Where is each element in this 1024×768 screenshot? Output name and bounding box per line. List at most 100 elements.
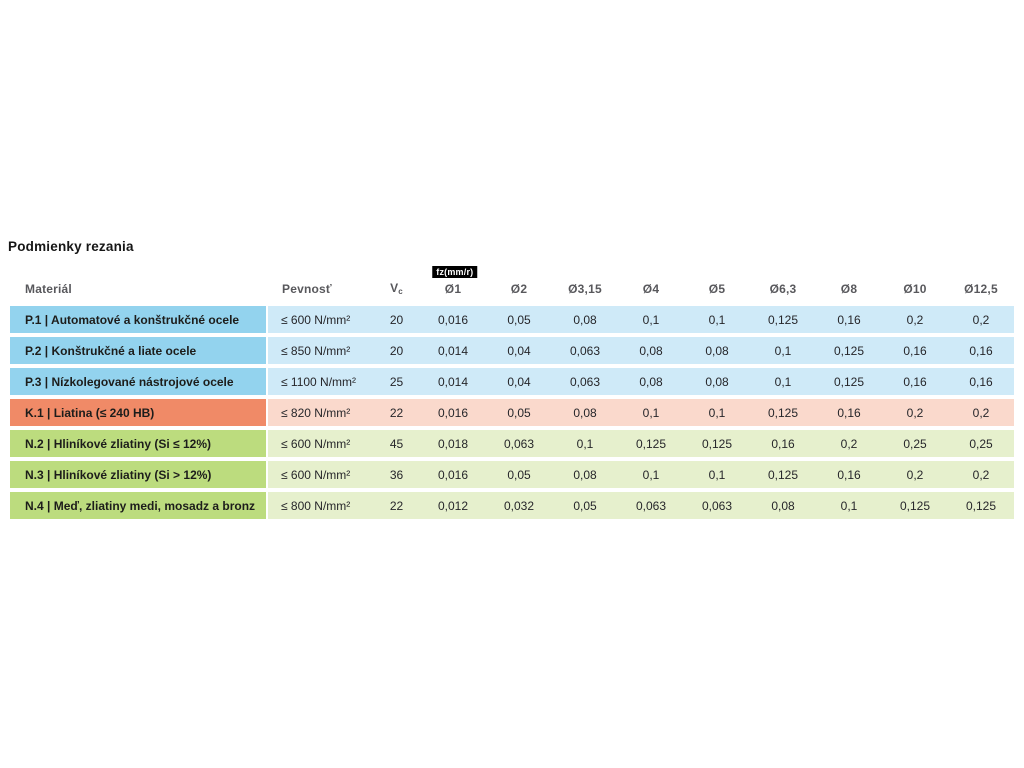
material-cell: P.3 | Nízkolegované nástrojové ocele: [10, 368, 268, 395]
fz-cell: 0,125: [750, 306, 816, 333]
fz-cell: 0,125: [882, 492, 948, 519]
fz-cell: 0,05: [486, 461, 552, 488]
fz-cell: 0,25: [882, 430, 948, 457]
fz-cell: 0,2: [882, 399, 948, 426]
fz-cell: 0,125: [948, 492, 1014, 519]
cutting-conditions-table: Materiál Pevnosť Vc fz(mm/r) Ø1 Ø2 Ø3,15…: [10, 262, 1014, 523]
table-row: N.4 | Meď, zliatiny medi, mosadz a bronz…: [10, 492, 1014, 519]
fz-cell: 0,1: [684, 306, 750, 333]
table-row: P.3 | Nízkolegované nástrojové ocele ≤ 1…: [10, 368, 1014, 395]
strength-cell: ≤ 600 N/mm²: [268, 430, 373, 457]
fz-cell: 0,16: [882, 337, 948, 364]
fz-cell: 0,1: [618, 399, 684, 426]
fz-cell: 0,16: [882, 368, 948, 395]
fz-cell: 0,1: [618, 461, 684, 488]
strength-cell: ≤ 600 N/mm²: [268, 306, 373, 333]
vc-cell: 22: [373, 399, 420, 426]
fz-cell: 0,08: [552, 461, 618, 488]
fz-cell: 0,032: [486, 492, 552, 519]
fz-cell: 0,012: [420, 492, 486, 519]
column-header-d4: Ø4: [642, 282, 660, 296]
column-header-d1: fz(mm/r) Ø1: [420, 266, 486, 302]
strength-cell: ≤ 600 N/mm²: [268, 461, 373, 488]
column-header-d8: Ø10: [903, 282, 927, 296]
table-row: P.2 | Konštrukčné a liate ocele ≤ 850 N/…: [10, 337, 1014, 364]
strength-cell: ≤ 1100 N/mm²: [268, 368, 373, 395]
vc-subscript: c: [398, 287, 403, 296]
table-row: K.1 | Liatina (≤ 240 HB) ≤ 820 N/mm² 22 …: [10, 399, 1014, 426]
vc-cell: 20: [373, 337, 420, 364]
material-cell: N.4 | Meď, zliatiny medi, mosadz a bronz: [10, 492, 268, 519]
fz-cell: 0,063: [552, 368, 618, 395]
fz-cell: 0,08: [684, 368, 750, 395]
fz-cell: 0,16: [816, 399, 882, 426]
fz-cell: 0,014: [420, 368, 486, 395]
fz-unit-badge: fz(mm/r): [432, 266, 478, 278]
fz-cell: 0,1: [816, 492, 882, 519]
fz-cell: 0,2: [948, 306, 1014, 333]
material-cell: K.1 | Liatina (≤ 240 HB): [10, 399, 268, 426]
fz-cell: 0,125: [750, 399, 816, 426]
fz-cell: 0,08: [750, 492, 816, 519]
fz-cell: 0,1: [750, 368, 816, 395]
column-header-d6: Ø6,3: [769, 282, 797, 296]
fz-cell: 0,04: [486, 368, 552, 395]
column-header-d9: Ø12,5: [964, 282, 998, 296]
fz-cell: 0,05: [486, 306, 552, 333]
fz-cell: 0,063: [684, 492, 750, 519]
fz-cell: 0,016: [420, 399, 486, 426]
vc-cell: 45: [373, 430, 420, 457]
fz-cell: 0,125: [618, 430, 684, 457]
fz-cell: 0,125: [816, 337, 882, 364]
column-header-vc: Vc: [390, 281, 403, 296]
fz-cell: 0,04: [486, 337, 552, 364]
material-cell: P.2 | Konštrukčné a liate ocele: [10, 337, 268, 364]
fz-cell: 0,2: [816, 430, 882, 457]
fz-cell: 0,125: [750, 461, 816, 488]
fz-cell: 0,25: [948, 430, 1014, 457]
fz-cell: 0,16: [816, 461, 882, 488]
fz-cell: 0,08: [684, 337, 750, 364]
fz-cell: 0,1: [684, 461, 750, 488]
fz-cell: 0,016: [420, 461, 486, 488]
fz-cell: 0,16: [948, 337, 1014, 364]
fz-cell: 0,2: [948, 399, 1014, 426]
vc-cell: 22: [373, 492, 420, 519]
page-title: Podmienky rezania: [8, 239, 134, 254]
vc-cell: 36: [373, 461, 420, 488]
table-row: N.3 | Hliníkové zliatiny (Si > 12%) ≤ 60…: [10, 461, 1014, 488]
table-row: N.2 | Hliníkové zliatiny (Si ≤ 12%) ≤ 60…: [10, 430, 1014, 457]
material-cell: N.3 | Hliníkové zliatiny (Si > 12%): [10, 461, 268, 488]
fz-cell: 0,125: [684, 430, 750, 457]
fz-cell: 0,063: [618, 492, 684, 519]
fz-cell: 0,1: [684, 399, 750, 426]
fz-cell: 0,16: [750, 430, 816, 457]
fz-cell: 0,014: [420, 337, 486, 364]
material-cell: P.1 | Automatové a konštrukčné ocele: [10, 306, 268, 333]
strength-cell: ≤ 850 N/mm²: [268, 337, 373, 364]
fz-cell: 0,08: [552, 306, 618, 333]
column-header-material: Materiál: [25, 282, 72, 296]
fz-cell: 0,1: [618, 306, 684, 333]
vc-cell: 25: [373, 368, 420, 395]
column-header-strength: Pevnosť: [282, 282, 332, 296]
column-header-d5: Ø5: [708, 282, 726, 296]
table-header-row: Materiál Pevnosť Vc fz(mm/r) Ø1 Ø2 Ø3,15…: [10, 266, 1014, 302]
fz-cell: 0,018: [420, 430, 486, 457]
fz-cell: 0,1: [552, 430, 618, 457]
fz-cell: 0,1: [750, 337, 816, 364]
fz-cell: 0,063: [552, 337, 618, 364]
fz-cell: 0,05: [552, 492, 618, 519]
fz-cell: 0,08: [618, 368, 684, 395]
material-cell: N.2 | Hliníkové zliatiny (Si ≤ 12%): [10, 430, 268, 457]
fz-cell: 0,08: [552, 399, 618, 426]
fz-cell: 0,2: [948, 461, 1014, 488]
strength-cell: ≤ 820 N/mm²: [268, 399, 373, 426]
fz-cell: 0,125: [816, 368, 882, 395]
fz-cell: 0,05: [486, 399, 552, 426]
strength-cell: ≤ 800 N/mm²: [268, 492, 373, 519]
column-header-d7: Ø8: [840, 282, 858, 296]
fz-cell: 0,016: [420, 306, 486, 333]
fz-cell: 0,08: [618, 337, 684, 364]
